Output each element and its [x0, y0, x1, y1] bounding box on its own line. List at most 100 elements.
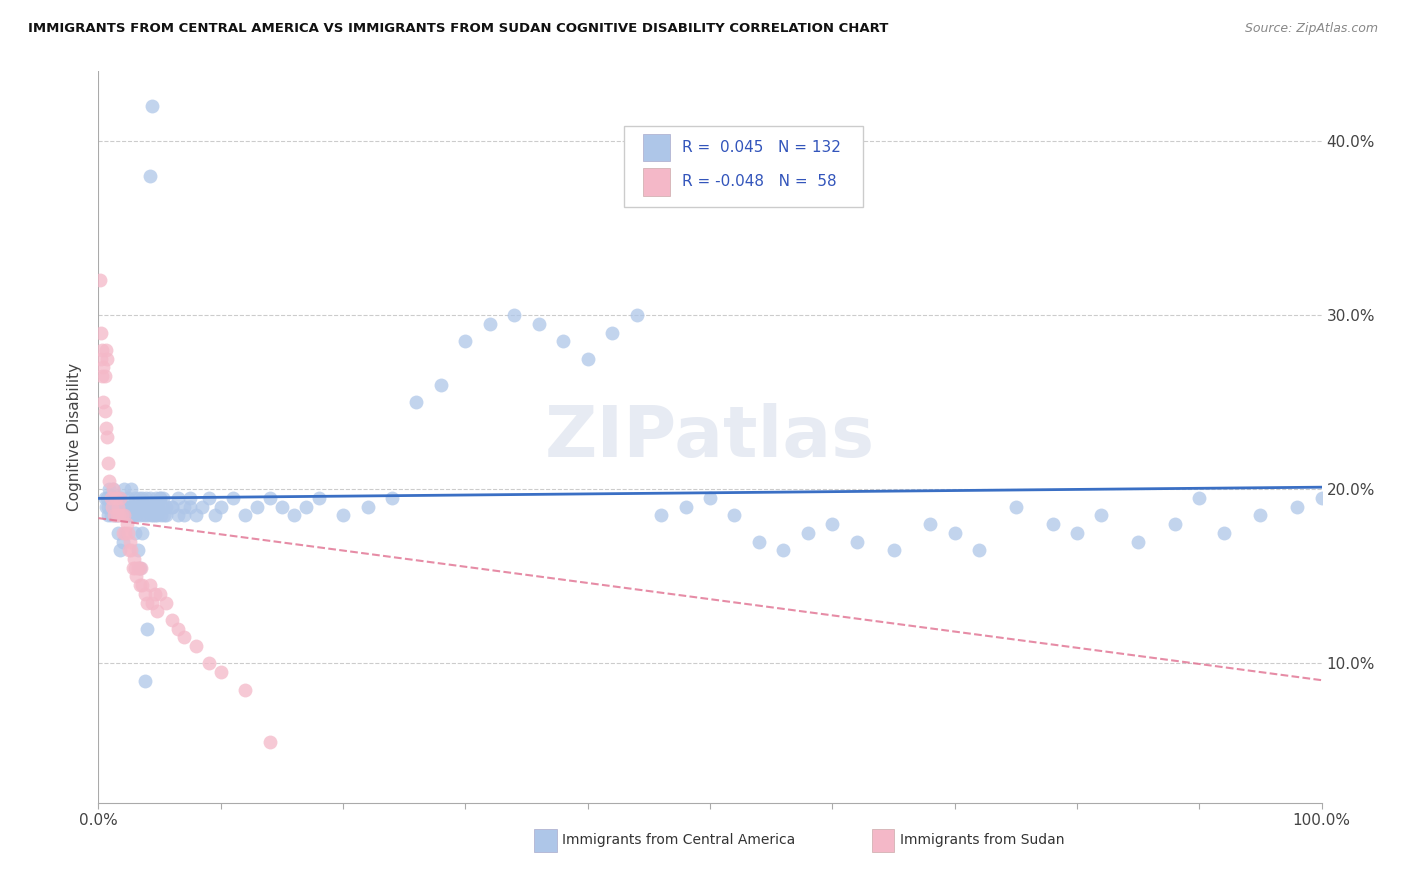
Point [124, 560, 146, 574]
Point [93, 369, 115, 384]
Point [173, 508, 195, 523]
Point [139, 491, 162, 505]
Point [101, 483, 124, 497]
Point [160, 613, 183, 627]
Point [120, 500, 142, 514]
Point [118, 543, 141, 558]
Point [134, 500, 156, 514]
Point [136, 622, 159, 636]
Point [920, 517, 942, 532]
Point [129, 500, 152, 514]
Text: R = -0.048   N =  58: R = -0.048 N = 58 [682, 174, 837, 189]
Point [295, 500, 318, 514]
Point [197, 491, 219, 505]
Point [93, 404, 115, 418]
Point [129, 508, 152, 523]
Point [97, 456, 120, 470]
Point [1164, 517, 1187, 532]
Point [150, 500, 173, 514]
Point [259, 491, 281, 505]
Point [191, 500, 214, 514]
Point [90, 326, 112, 340]
Text: ZIPatlas: ZIPatlas [546, 402, 875, 472]
Point [246, 500, 269, 514]
Point [308, 491, 330, 505]
Point [167, 508, 190, 523]
Point [138, 500, 160, 514]
Point [131, 525, 153, 540]
Point [143, 500, 166, 514]
Point [96, 351, 118, 366]
Point [1212, 525, 1234, 540]
Point [127, 500, 149, 514]
Point [173, 631, 195, 645]
Point [100, 500, 122, 514]
Point [141, 99, 163, 113]
Point [121, 508, 143, 523]
Point [332, 508, 354, 523]
Point [222, 491, 245, 505]
Point [142, 508, 165, 523]
Point [122, 500, 145, 514]
Point [104, 508, 127, 523]
Point [111, 500, 134, 514]
Point [141, 595, 163, 609]
Point [120, 483, 142, 497]
Point [91, 360, 114, 375]
Point [233, 508, 256, 523]
Point [100, 491, 122, 505]
Point [143, 508, 166, 523]
Point [114, 508, 136, 523]
Point [527, 317, 550, 331]
Point [748, 534, 770, 549]
Point [270, 500, 294, 514]
Point [121, 508, 143, 523]
Point [967, 543, 990, 558]
Point [131, 578, 153, 592]
Point [146, 508, 169, 523]
Point [108, 508, 131, 523]
Point [1042, 517, 1064, 532]
Point [124, 491, 146, 505]
Point [117, 525, 139, 540]
Point [112, 483, 135, 497]
Point [160, 500, 183, 514]
Point [115, 517, 138, 532]
Point [186, 639, 208, 653]
Point [103, 508, 125, 523]
Point [128, 560, 150, 574]
Point [626, 308, 648, 322]
Point [89, 273, 111, 287]
Point [128, 491, 150, 505]
Point [675, 500, 697, 514]
Point [117, 508, 139, 523]
Point [1188, 491, 1211, 505]
Point [120, 500, 142, 514]
Point [97, 508, 120, 523]
Point [107, 525, 129, 540]
Point [209, 665, 232, 680]
Point [148, 500, 170, 514]
Point [600, 326, 623, 340]
Point [186, 508, 208, 523]
Point [943, 525, 966, 540]
Point [134, 673, 156, 688]
Point [104, 491, 127, 505]
Point [105, 491, 128, 505]
Point [110, 491, 132, 505]
Point [107, 508, 129, 523]
Point [503, 308, 526, 322]
Point [114, 500, 136, 514]
Point [117, 491, 139, 505]
Point [139, 508, 162, 523]
Point [1249, 508, 1271, 523]
Point [115, 500, 138, 514]
Point [132, 508, 155, 523]
Point [120, 534, 142, 549]
Point [356, 500, 378, 514]
Text: R =  0.045   N = 132: R = 0.045 N = 132 [682, 140, 841, 155]
Point [209, 500, 232, 514]
Point [1310, 491, 1333, 505]
Point [139, 578, 162, 592]
Point [845, 534, 868, 549]
